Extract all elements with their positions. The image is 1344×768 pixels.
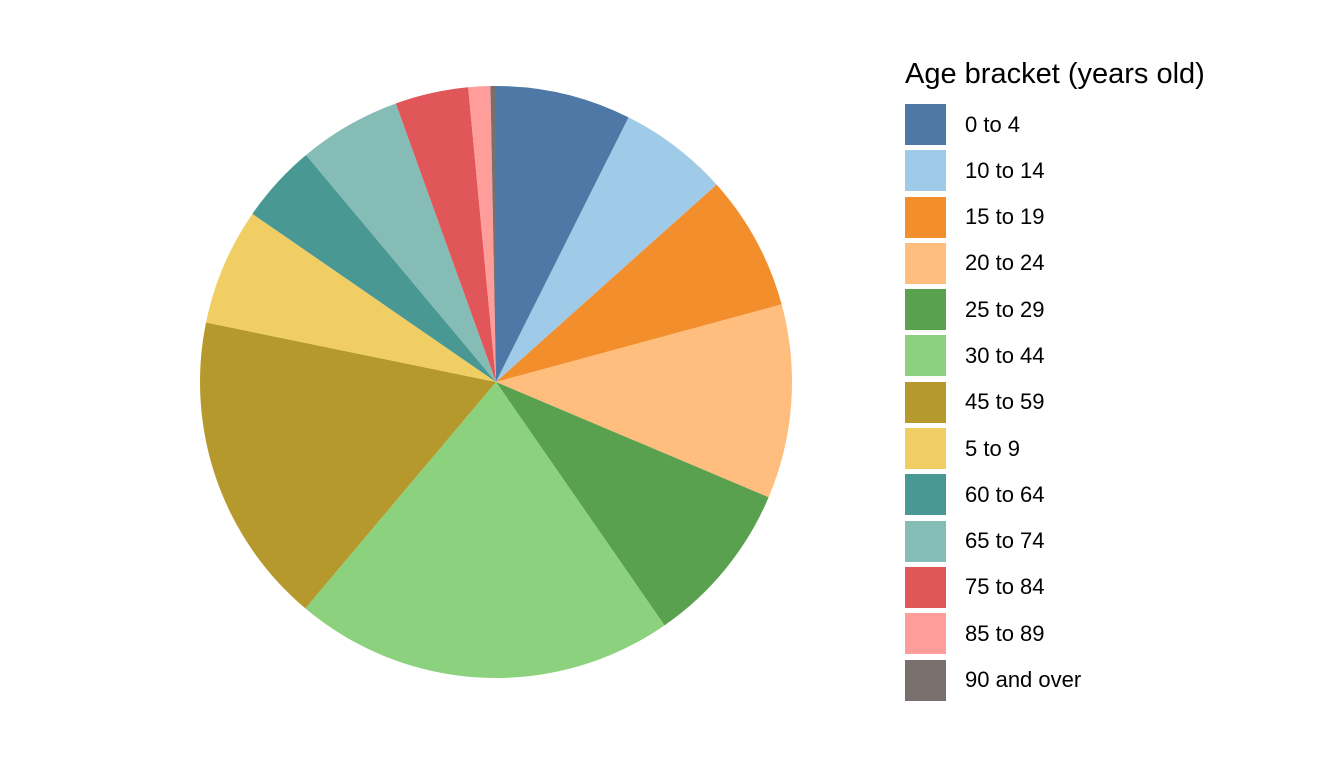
legend-swatch xyxy=(905,566,946,608)
legend-label: 15 to 19 xyxy=(965,204,1045,230)
legend-item-90-and-over: 90 and over xyxy=(905,659,1205,701)
pie-slice-20-to-24 xyxy=(496,304,792,498)
pie-slice-60-to-64 xyxy=(252,154,496,382)
legend-label: 0 to 4 xyxy=(965,111,1021,137)
legend-swatch xyxy=(905,474,946,516)
pie-slice-30-to-44 xyxy=(305,382,665,679)
pie-slice-25-to-29 xyxy=(496,382,769,626)
pie-slice-15-to-19 xyxy=(496,184,782,382)
pie-slice-0-to-4 xyxy=(496,86,629,382)
legend-items: 0 to 4 10 to 14 15 to 19 20 to 24 25 to 29 30… xyxy=(905,104,1205,701)
legend-item-15-to-19: 15 to 19 xyxy=(905,196,1205,238)
legend-label: 45 to 59 xyxy=(965,389,1045,415)
legend-swatch xyxy=(905,150,946,192)
pie-slice-65-to-74 xyxy=(306,103,496,383)
legend-swatch xyxy=(905,428,946,470)
legend-label: 75 to 84 xyxy=(965,574,1045,600)
legend-swatch xyxy=(905,520,946,562)
legend-item-30-to-44: 30 to 44 xyxy=(905,335,1205,377)
legend-label: 60 to 64 xyxy=(965,481,1045,507)
legend-swatch xyxy=(905,242,946,284)
pie-slice-75-to-84 xyxy=(395,87,496,382)
legend-swatch xyxy=(905,659,946,701)
legend-item-20-to-24: 20 to 24 xyxy=(905,242,1205,284)
legend-label: 85 to 89 xyxy=(965,620,1045,646)
legend-swatch xyxy=(905,381,946,423)
pie-slice-5-to-9 xyxy=(206,213,497,382)
legend-label: 25 to 29 xyxy=(965,296,1045,322)
legend-item-0-to-4: 0 to 4 xyxy=(905,104,1205,145)
pie-slice-85-to-89 xyxy=(468,86,496,383)
legend-swatch xyxy=(905,104,946,145)
legend-swatch xyxy=(905,335,946,377)
legend-swatch xyxy=(905,613,946,655)
legend-item-65-to-74: 65 to 74 xyxy=(905,520,1205,562)
legend-label: 30 to 44 xyxy=(965,342,1045,368)
legend-label: 5 to 9 xyxy=(965,435,1021,461)
legend-item-85-to-89: 85 to 89 xyxy=(905,613,1205,655)
legend-item-25-to-29: 25 to 29 xyxy=(905,289,1205,331)
pie-slice-90-and-over xyxy=(490,85,496,382)
legend-item-45-to-59: 45 to 59 xyxy=(905,381,1205,423)
legend-label: 90 and over xyxy=(965,667,1082,693)
legend-item-10-to-14: 10 to 14 xyxy=(905,150,1205,192)
legend-title: Age bracket (years old) xyxy=(905,58,1205,90)
legend-item-60-to-64: 60 to 64 xyxy=(905,474,1205,516)
legend-label: 10 to 14 xyxy=(965,157,1045,183)
legend-item-5-to-9: 5 to 9 xyxy=(905,428,1205,470)
legend-label: 20 to 24 xyxy=(965,250,1045,276)
legend-label: 65 to 74 xyxy=(965,528,1045,554)
legend: Age bracket (years old) 0 to 4 10 to 14 15… xyxy=(905,57,1205,701)
pie-slice-45-to-59 xyxy=(199,322,497,609)
pie-slice-10-to-14 xyxy=(496,117,717,383)
legend-swatch xyxy=(905,196,946,238)
legend-swatch xyxy=(905,289,946,331)
legend-item-75-to-84: 75 to 84 xyxy=(905,566,1205,608)
